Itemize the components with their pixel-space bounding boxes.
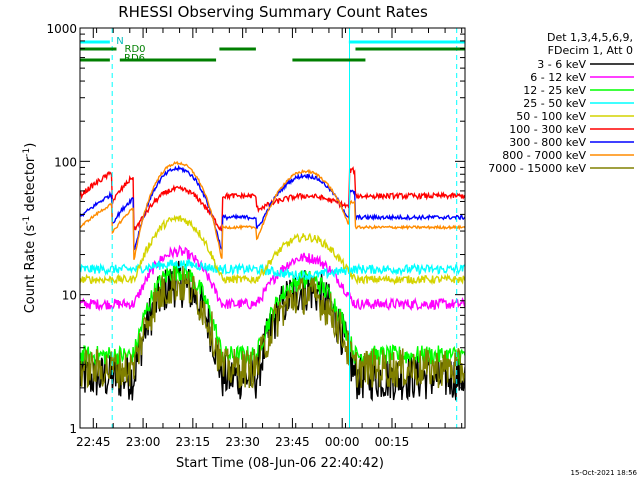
y-tick-label-1: 1	[69, 422, 77, 436]
x-tick-label-7: 00:15	[375, 435, 410, 449]
y-tick-label-4: 1000	[46, 22, 77, 36]
legend-header-1: Det 1,3,4,5,6,9,	[547, 31, 633, 44]
series-line-7	[80, 164, 465, 252]
y-axis-label: Count Rate (s-1 detector-1)	[22, 143, 38, 314]
legend-entry-1: 3 - 6 keV	[537, 58, 586, 71]
series-line-2	[80, 244, 465, 312]
legend-entry-4: 25 - 50 keV	[523, 97, 586, 110]
x-tick-label-4: 23:30	[225, 435, 260, 449]
legend-entry-9: 7000 - 15000 keV	[488, 162, 586, 175]
plot-frame	[79, 27, 466, 429]
legend-entry-5: 50 - 100 keV	[516, 110, 586, 123]
x-tick-label-6: 00:00	[325, 435, 360, 449]
y-tick-label-2: 10	[62, 289, 77, 303]
legend-entry-2: 6 - 12 keV	[530, 71, 586, 84]
y-axis: 1 10 100 1000	[46, 22, 465, 436]
legend-entry-7: 300 - 800 keV	[509, 136, 586, 149]
flag-rd0-label: RD0	[125, 44, 146, 55]
y-tick-label-3: 100	[54, 155, 77, 169]
x-axis: 22:45 23:00 23:15 23:30 23:45 00:00 00:15	[76, 28, 463, 449]
x-tick-label-3: 23:15	[176, 435, 211, 449]
series-line-5	[80, 214, 465, 286]
series-line-6	[80, 166, 465, 232]
chart-title: RHESSI Observing Summary Count Rates	[118, 3, 428, 21]
legend: Det 1,3,4,5,6,9, FDecim 1, Att 0 3 - 6 k…	[488, 31, 634, 175]
legend-entry-3: 12 - 25 keV	[523, 84, 586, 97]
x-tick-label-5: 23:45	[275, 435, 310, 449]
legend-entry-6: 100 - 300 keV	[509, 123, 586, 136]
flag-n-label: N	[116, 36, 123, 47]
legend-entry-8: 800 - 7000 keV	[502, 149, 586, 162]
x-tick-label-1: 22:45	[76, 435, 111, 449]
series-line-9	[80, 265, 465, 389]
x-axis-label: Start Time (08-Jun-06 22:40:42)	[176, 456, 384, 471]
flag-rd6-label: RD6	[124, 53, 145, 64]
footer-timestamp: 15-Oct-2021 18:56	[571, 469, 638, 477]
legend-header-2: FDecim 1, Att 0	[548, 44, 633, 57]
series-line-4	[80, 258, 465, 282]
x-tick-label-2: 23:00	[126, 435, 161, 449]
series-line-8	[80, 160, 465, 261]
